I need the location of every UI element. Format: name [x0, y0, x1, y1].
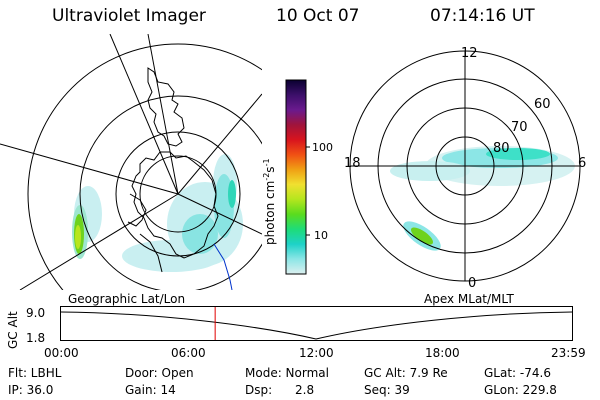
meridians [0, 34, 262, 290]
status-gain: Gain: 14 [125, 383, 176, 397]
geographic-projection [0, 34, 262, 290]
xtick-2359: 23:59 [551, 346, 586, 360]
mlt-18: 18 [344, 156, 361, 171]
altitude-ytick-low: 1.8 [26, 331, 46, 345]
date-label: 10 Oct 07 [276, 6, 360, 26]
auroral-arc [72, 205, 88, 259]
xtick-1200: 12:00 [299, 346, 334, 360]
status-seq: Seq: 39 [364, 383, 410, 397]
colorbar-ramp [285, 79, 307, 275]
status-filter: Flt: LBHL [8, 366, 62, 380]
status-door: Door: Open [125, 366, 194, 380]
status-glon: GLon: 229.8 [484, 383, 557, 397]
status-dsp-value: 2.8 [295, 383, 315, 397]
status-mode: Mode: Normal [245, 366, 329, 380]
altitude-ytick-high: 9.0 [26, 306, 46, 320]
lat-70: 70 [511, 120, 528, 135]
colorbar [285, 79, 310, 275]
polar-rings [349, 50, 581, 282]
lat-80: 80 [493, 141, 510, 156]
xtick-0000: 00:00 [44, 346, 79, 360]
xtick-0600: 06:00 [171, 346, 206, 360]
polar-mlt-plot [349, 50, 581, 282]
coastlines [127, 67, 233, 290]
status-gc-alt: GC Alt: 7.9 Re [364, 366, 448, 380]
colorbar-tick-10: 10 [314, 229, 328, 242]
label-geographic: Geographic Lat/Lon [68, 292, 186, 306]
altitude-ylabel: GC Alt [6, 311, 20, 349]
status-glat: GLat: -74.6 [484, 366, 551, 380]
altitude-curve [60, 311, 573, 340]
mlt-0: 0 [468, 276, 477, 291]
instrument-title: Ultraviolet Imager [52, 6, 206, 26]
colorbar-tick-100: 100 [312, 141, 333, 154]
status-dsp-label: Dsp: [245, 383, 273, 397]
mlt-12: 12 [461, 46, 478, 61]
mlt-6: 6 [578, 156, 587, 171]
altitude-timeline [60, 306, 573, 341]
latitude-circles [27, 43, 262, 290]
colorbar-unit: photon cm-2s-1 [262, 158, 277, 245]
label-apex: Apex MLat/MLT [424, 292, 514, 306]
lat-60: 60 [534, 97, 551, 112]
status-ip: IP: 36.0 [8, 383, 54, 397]
timeline-frame [60, 306, 573, 341]
time-label: 07:14:16 UT [430, 6, 535, 26]
xtick-1800: 18:00 [425, 346, 460, 360]
